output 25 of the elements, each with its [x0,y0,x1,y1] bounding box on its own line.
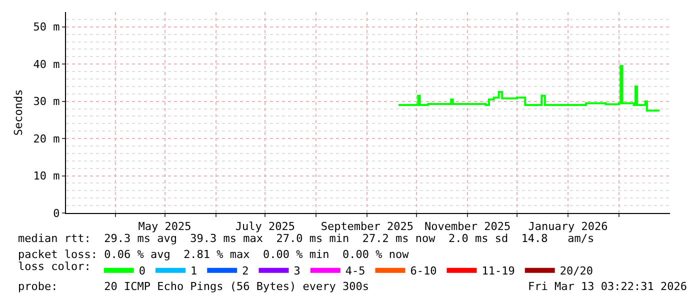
legend-label: 2 [242,264,249,278]
legend-label: 1 [190,264,198,278]
y-tick-label: 40 m [33,58,60,71]
text: packet loss: 0.06 % avg 2.81 % max 0.00 % min 0.00 % now [18,248,410,261]
text: median rtt: 29.3 ms avg 39.3 ms max 27.0 ms min 27.2 ms now 2.0 ms sd 14.8 am/s [18,232,594,245]
text: probe: 20 ICMP Echo Pings (56 Bytes) every 300s [18,280,369,293]
x-tick-label: November 2025 [424,220,511,234]
x-tick-label: September 2025 [320,220,414,234]
legend-label: 3 [294,264,300,278]
legend-label: 0 [138,264,146,278]
text: Fri Mar 13 03:22:31 2026 [528,280,687,293]
x-tick-label: January 2026 [528,220,608,234]
y-tick-label: 30 m [33,95,60,108]
legend-label: 4-5 [345,264,366,278]
y-tick-label: 0 [53,206,60,220]
y-tick-label: 50 m [33,20,60,34]
y-tick-label: 10 m [33,170,60,183]
x-tick-label: July 2025 [235,220,295,234]
y-axis-title: Seconds [12,89,25,136]
x-tick-label: May 2025 [138,220,192,234]
legend-label: 20/20 [560,264,593,278]
legend-title: loss color: [18,260,91,274]
y-tick-label: 20 m [33,132,60,146]
legend-label: 6-10 [410,264,437,278]
legend-label: 11-19 [482,264,515,278]
